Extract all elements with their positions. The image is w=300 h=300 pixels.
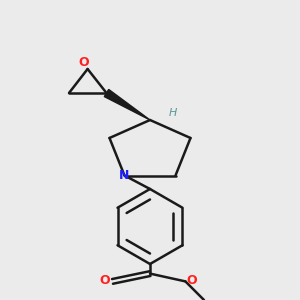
Text: O: O bbox=[79, 56, 89, 69]
Text: N: N bbox=[119, 169, 130, 182]
Text: H: H bbox=[168, 107, 177, 118]
Text: O: O bbox=[100, 274, 110, 287]
Text: O: O bbox=[187, 274, 197, 287]
Polygon shape bbox=[104, 89, 150, 120]
